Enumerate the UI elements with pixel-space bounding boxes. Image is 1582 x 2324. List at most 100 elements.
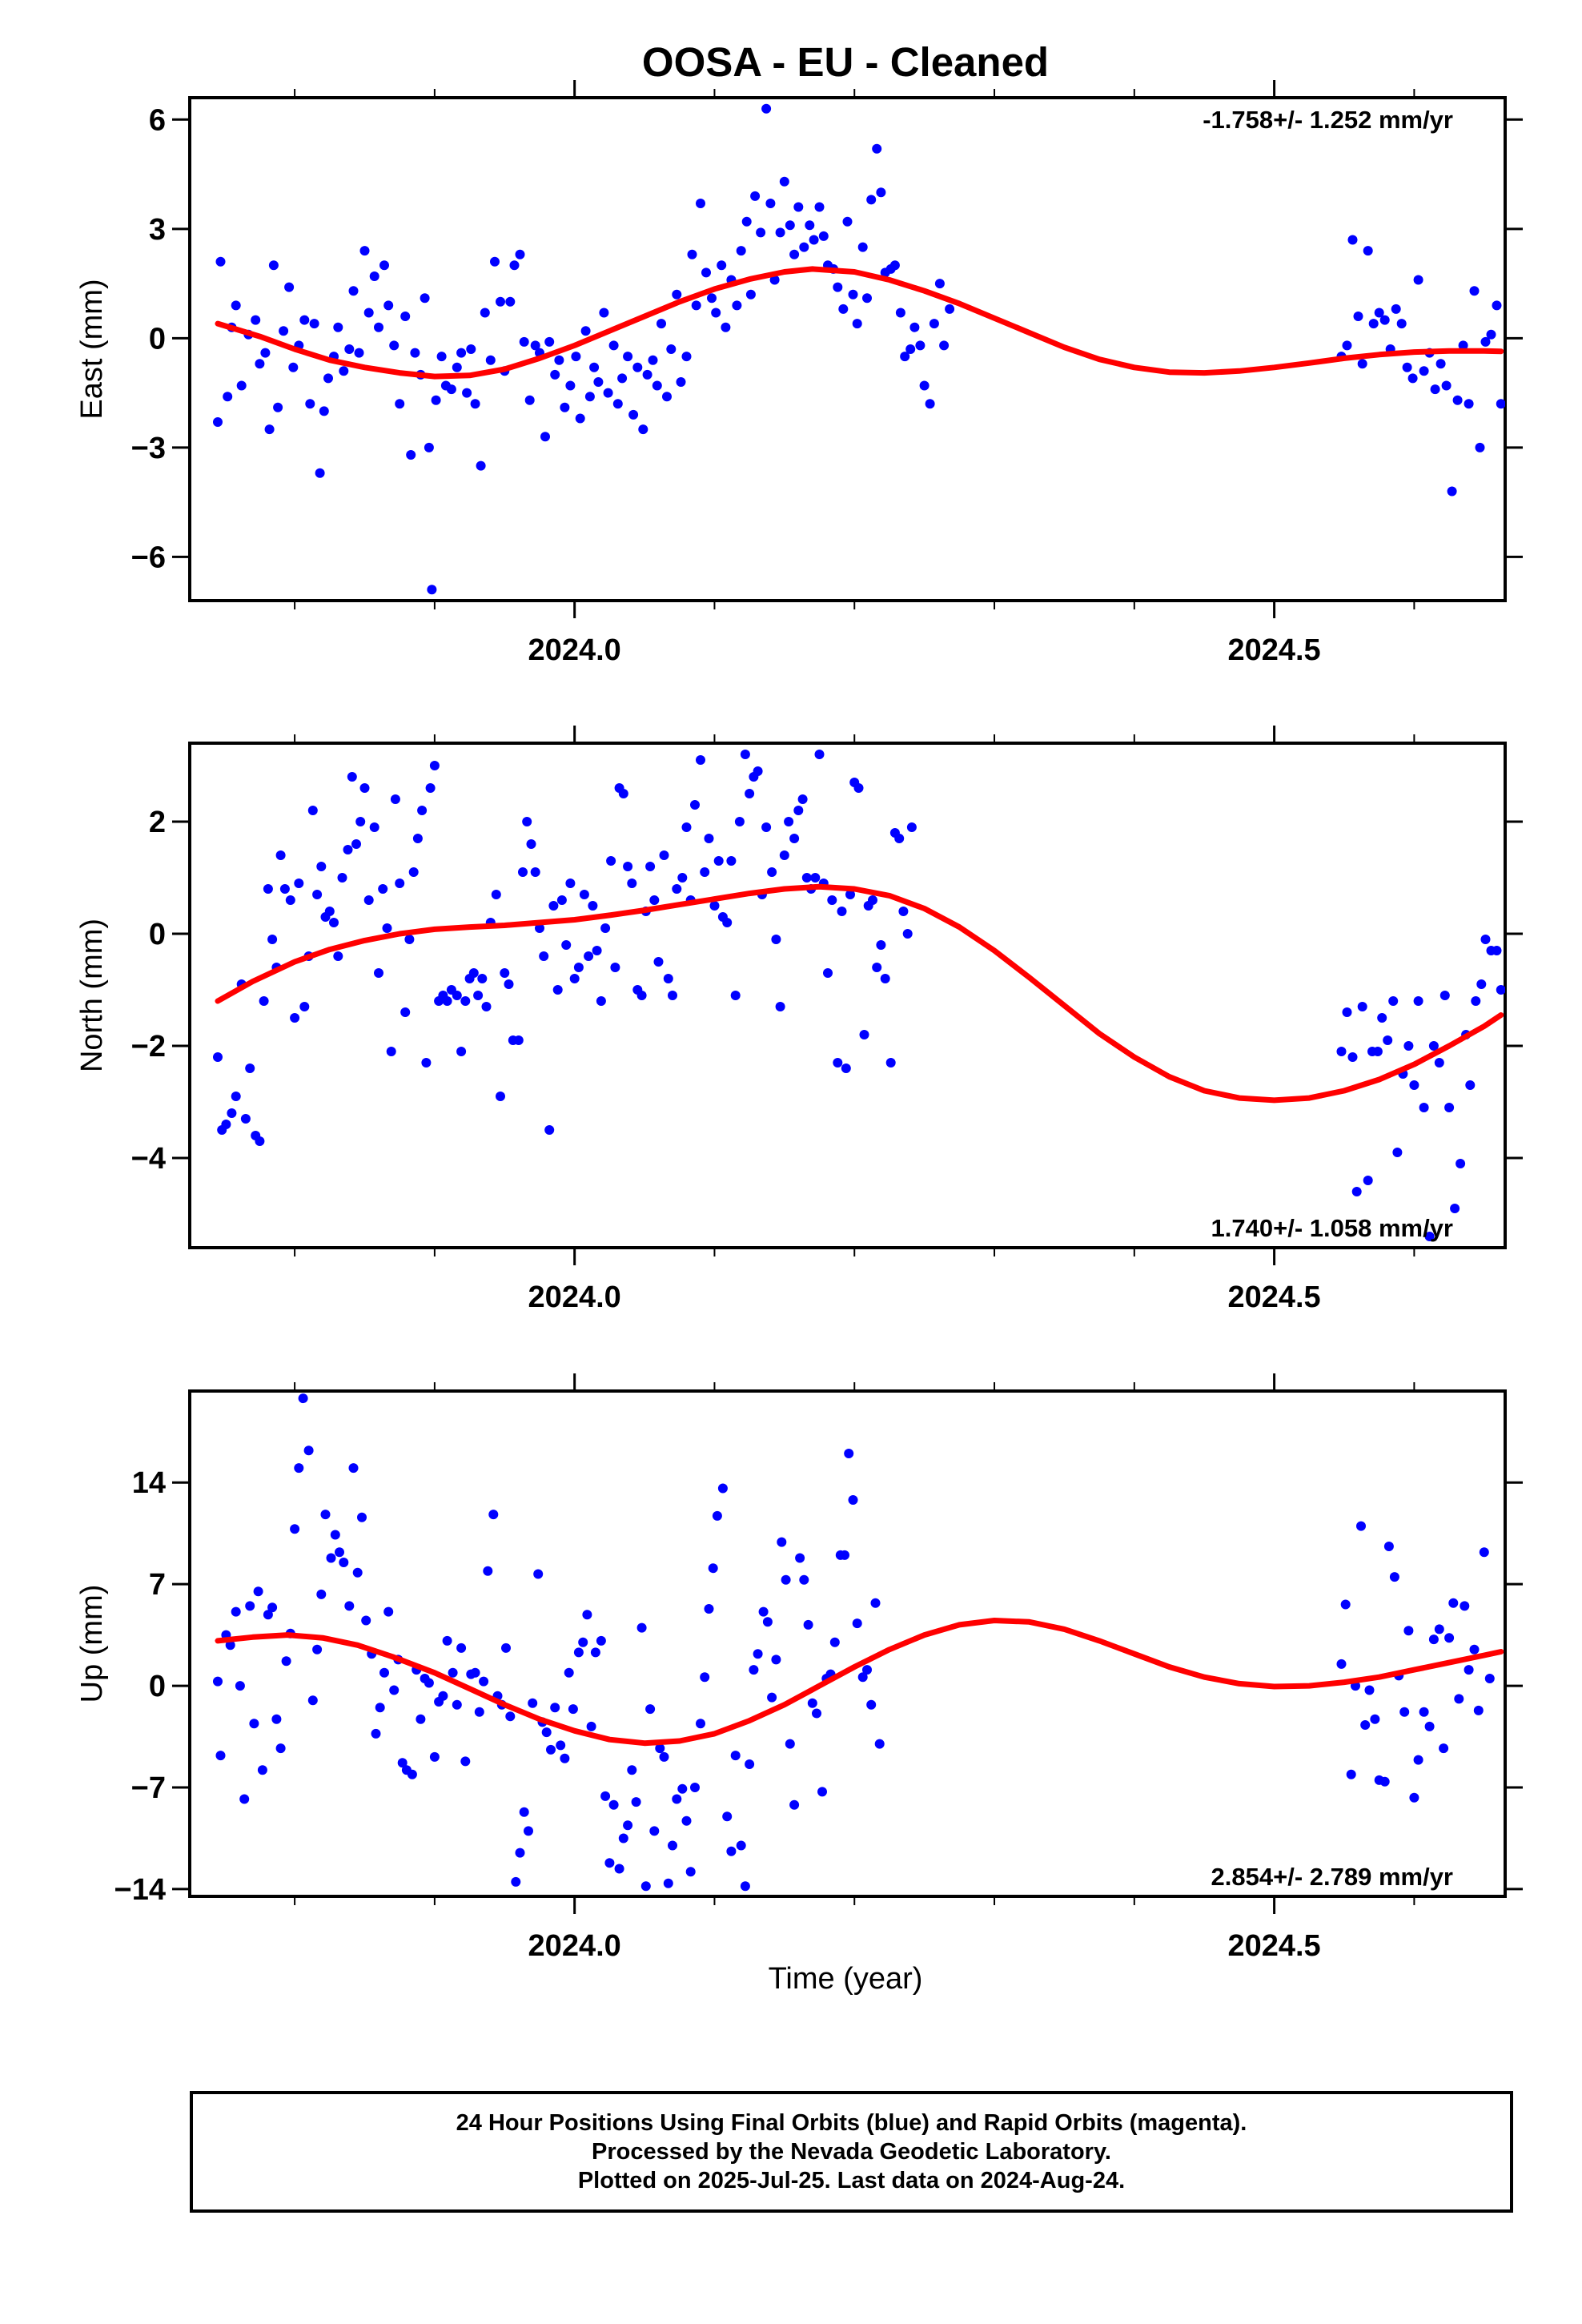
data-point <box>333 322 343 332</box>
data-point <box>655 1743 665 1754</box>
data-point <box>544 1125 555 1135</box>
data-point <box>777 1537 787 1547</box>
data-point <box>837 907 847 916</box>
data-point <box>866 1699 877 1710</box>
data-point <box>515 249 525 259</box>
data-point <box>1428 1041 1439 1051</box>
data-point <box>672 1794 682 1804</box>
data-point <box>649 1826 660 1836</box>
data-point <box>239 1794 250 1804</box>
data-point <box>656 319 666 329</box>
x-tick-label: 2024.0 <box>528 633 621 667</box>
data-point <box>1441 380 1452 391</box>
data-point <box>1464 399 1474 409</box>
data-point <box>793 202 804 212</box>
data-point <box>320 1510 331 1520</box>
data-point <box>1409 1080 1419 1090</box>
data-layer <box>213 1393 1504 1892</box>
data-point <box>400 312 411 321</box>
data-point <box>775 1002 785 1011</box>
data-point <box>378 884 388 894</box>
data-point <box>775 227 785 238</box>
data-point <box>745 289 756 300</box>
data-point <box>659 1751 669 1762</box>
data-point <box>1492 946 1502 955</box>
y-tick-label: −14 <box>114 1873 166 1907</box>
data-point <box>840 1550 849 1560</box>
data-point <box>645 862 656 871</box>
data-point <box>662 392 672 402</box>
data-point <box>473 991 484 1000</box>
data-point <box>848 1495 858 1505</box>
data-point <box>496 1092 505 1101</box>
data-point <box>925 399 935 409</box>
data-point <box>539 951 549 961</box>
data-point <box>438 1691 448 1701</box>
data-point <box>812 1708 821 1719</box>
data-point <box>696 1719 705 1729</box>
data-point <box>608 340 619 351</box>
data-point <box>685 1867 696 1877</box>
data-point <box>789 834 800 843</box>
data-point <box>316 862 327 871</box>
data-point <box>628 409 639 420</box>
data-point <box>400 1007 411 1017</box>
data-point <box>255 359 265 369</box>
data-point <box>382 923 392 933</box>
data-point <box>264 424 275 435</box>
data-point <box>294 1463 304 1474</box>
data-point <box>833 282 843 292</box>
data-point <box>1356 1521 1366 1531</box>
data-point <box>267 1602 278 1613</box>
data-point <box>767 867 777 877</box>
data-point <box>677 873 688 883</box>
data-point <box>456 1642 467 1653</box>
data-point <box>554 355 564 365</box>
data-point <box>1383 1035 1393 1045</box>
data-point <box>446 384 456 395</box>
data-point <box>511 1876 521 1887</box>
data-point <box>344 1601 355 1611</box>
data-point <box>1379 1776 1390 1787</box>
data-point <box>1370 1714 1380 1724</box>
data-point <box>599 308 609 318</box>
data-point <box>905 344 916 354</box>
data-point <box>700 867 710 877</box>
data-point <box>726 856 737 866</box>
data-point <box>485 355 496 365</box>
data-point <box>1450 1204 1460 1213</box>
y-tick-label: −2 <box>131 1030 166 1063</box>
data-point <box>1444 1103 1455 1112</box>
data-point <box>785 1739 795 1749</box>
data-point <box>1342 340 1352 351</box>
fit-curve <box>215 883 1504 1104</box>
data-point <box>712 1510 722 1521</box>
data-point <box>348 1463 359 1474</box>
data-point <box>312 890 323 899</box>
data-point <box>753 1649 763 1659</box>
data-point <box>309 319 319 329</box>
data-point <box>374 322 383 332</box>
data-point <box>1403 1041 1414 1051</box>
x-tick-label: 2024.0 <box>528 1281 621 1314</box>
data-point <box>561 940 572 950</box>
data-point <box>424 1678 434 1688</box>
data-point <box>260 348 271 358</box>
data-point <box>379 260 389 271</box>
data-point <box>279 884 290 894</box>
data-point <box>483 1566 493 1576</box>
data-point <box>1357 359 1367 369</box>
data-point <box>375 1703 385 1713</box>
data-point <box>1340 1599 1351 1610</box>
data-point <box>312 1644 323 1655</box>
data-point <box>1403 1626 1414 1636</box>
data-point <box>1424 1721 1435 1731</box>
data-point <box>807 1698 817 1708</box>
data-point <box>1336 1047 1347 1056</box>
data-point <box>900 352 910 362</box>
data-point <box>740 1881 750 1892</box>
data-point <box>452 1699 462 1710</box>
plot-frame <box>188 96 1507 602</box>
data-point <box>221 1120 231 1129</box>
data-point <box>307 1695 318 1706</box>
